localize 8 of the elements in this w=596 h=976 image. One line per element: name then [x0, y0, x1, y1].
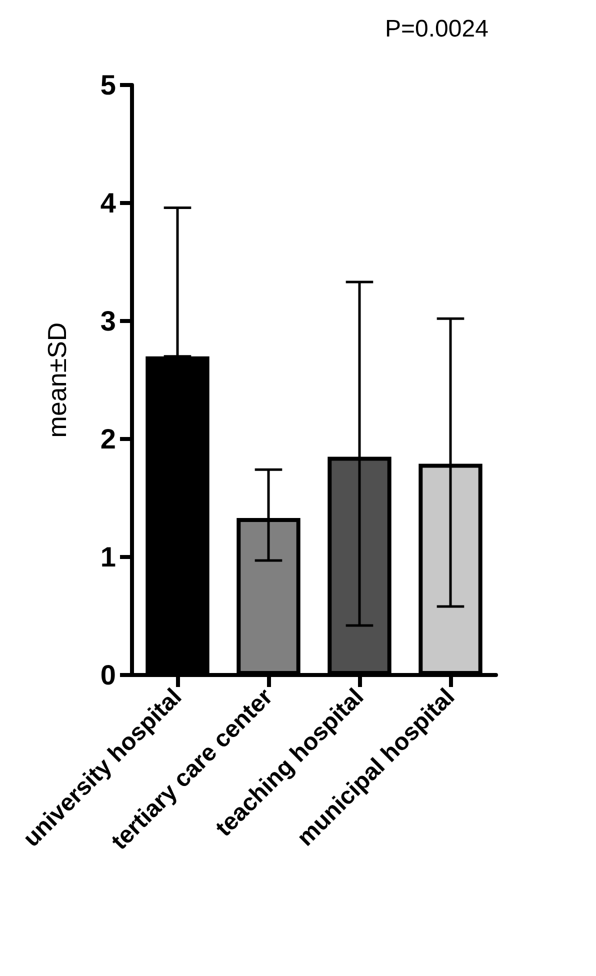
y-tick-label: 4: [100, 188, 116, 218]
y-tick-label: 1: [100, 542, 116, 572]
y-axis-title: mean±SD: [42, 322, 72, 438]
text: P=0.0024: [385, 16, 488, 42]
y-tick-label: 2: [100, 424, 116, 454]
y-tick-label: 0: [100, 660, 116, 690]
y-tick-label: 3: [100, 306, 116, 336]
y-tick-label: 5: [100, 70, 116, 100]
